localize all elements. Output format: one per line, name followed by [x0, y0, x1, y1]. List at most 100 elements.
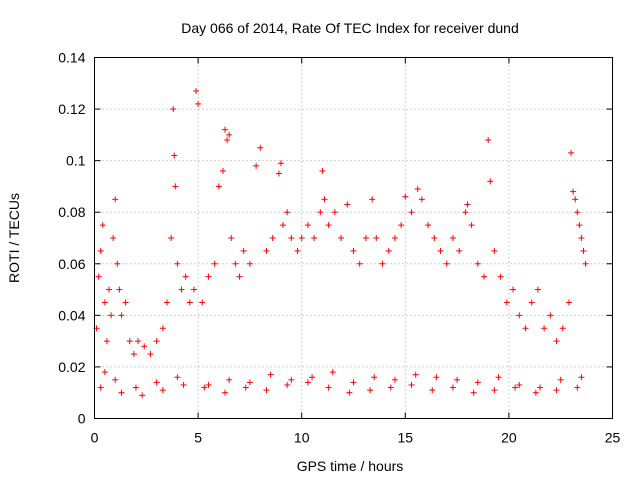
data-point [319, 167, 326, 174]
data-point [373, 235, 380, 241]
data-point [114, 260, 121, 267]
data-point [186, 299, 193, 306]
data-point [559, 325, 566, 332]
data-point [199, 299, 206, 306]
data-point [481, 273, 488, 280]
data-point [205, 273, 212, 280]
data-point [219, 167, 226, 174]
y-tick-label: 0.06 [58, 256, 85, 272]
data-point [112, 196, 119, 203]
data-point [350, 247, 357, 254]
data-point [122, 299, 129, 306]
data-point [362, 235, 369, 241]
data-point [182, 273, 189, 280]
data-point [222, 389, 229, 396]
axis-ticks: 0 0.02 0.04 0.06 0.08 0.1 0.12 0.14 0 5 10 15 20 25 [58, 50, 620, 446]
data-point [246, 260, 253, 267]
y-tick-label: 0.14 [58, 50, 85, 66]
data-point [528, 299, 535, 306]
data-point [284, 209, 291, 216]
data-point [153, 338, 160, 345]
data-point [369, 196, 376, 203]
data-point [126, 338, 133, 345]
data-point [317, 209, 324, 216]
x-tick-label: 20 [501, 430, 517, 446]
data-point [503, 299, 510, 306]
data-point [228, 235, 235, 241]
data-point [325, 384, 332, 391]
data-point [491, 387, 498, 394]
data-point [110, 235, 117, 241]
data-point [106, 286, 113, 293]
data-point [456, 247, 463, 254]
data-point [387, 384, 394, 391]
data-points [93, 88, 589, 399]
data-point [288, 235, 295, 241]
data-point [572, 196, 579, 203]
data-point [132, 384, 139, 391]
data-point [429, 387, 436, 394]
data-point [367, 387, 374, 394]
data-point [242, 384, 249, 391]
data-point [147, 351, 154, 358]
data-point [468, 222, 475, 229]
y-tick-label: 0.1 [66, 153, 86, 169]
data-point [153, 379, 160, 386]
data-point [97, 384, 104, 391]
data-point [510, 286, 517, 293]
data-point [130, 351, 137, 358]
data-point [195, 100, 202, 107]
data-point [443, 260, 450, 267]
data-point [487, 178, 494, 185]
data-point [294, 247, 301, 254]
plot-frame [94, 57, 613, 419]
data-point [201, 384, 208, 391]
data-point [379, 260, 386, 267]
data-point [240, 247, 247, 254]
data-point [385, 247, 392, 254]
data-point [485, 137, 492, 144]
data-point [565, 299, 572, 306]
data-point [168, 235, 175, 241]
data-point [101, 299, 108, 306]
data-point [211, 260, 218, 267]
y-axis-label: ROTI / TECUs [6, 193, 22, 283]
x-tick-label: 25 [605, 430, 621, 446]
data-point [232, 260, 239, 267]
data-point [190, 286, 197, 293]
data-point [164, 299, 171, 306]
data-point [414, 186, 421, 193]
data-point [215, 183, 222, 190]
data-point [116, 286, 123, 293]
y-tick-label: 0 [78, 411, 86, 427]
data-point [135, 338, 142, 345]
data-point [433, 374, 440, 381]
data-point [553, 338, 560, 345]
data-point [534, 286, 541, 293]
data-point [495, 374, 502, 381]
chart-title: Day 066 of 2014, Rate Of TEC Index for r… [181, 20, 518, 36]
data-point [277, 160, 284, 167]
data-point [431, 235, 438, 241]
data-point [474, 260, 481, 267]
data-point [309, 374, 316, 381]
data-point [257, 144, 264, 151]
data-point [311, 235, 318, 241]
data-point [346, 389, 353, 396]
data-point [532, 389, 539, 396]
data-point [253, 162, 260, 169]
data-point [304, 379, 311, 386]
data-point [350, 379, 357, 386]
data-point [449, 384, 456, 391]
data-point [118, 389, 125, 396]
y-tick-label: 0.12 [58, 101, 85, 117]
data-point [557, 376, 564, 383]
data-point [371, 374, 378, 381]
data-point [236, 273, 243, 280]
data-point [522, 325, 529, 332]
data-point [304, 222, 311, 229]
data-point [112, 376, 119, 383]
data-point [547, 312, 554, 319]
data-point [402, 193, 409, 200]
data-point [321, 196, 328, 203]
